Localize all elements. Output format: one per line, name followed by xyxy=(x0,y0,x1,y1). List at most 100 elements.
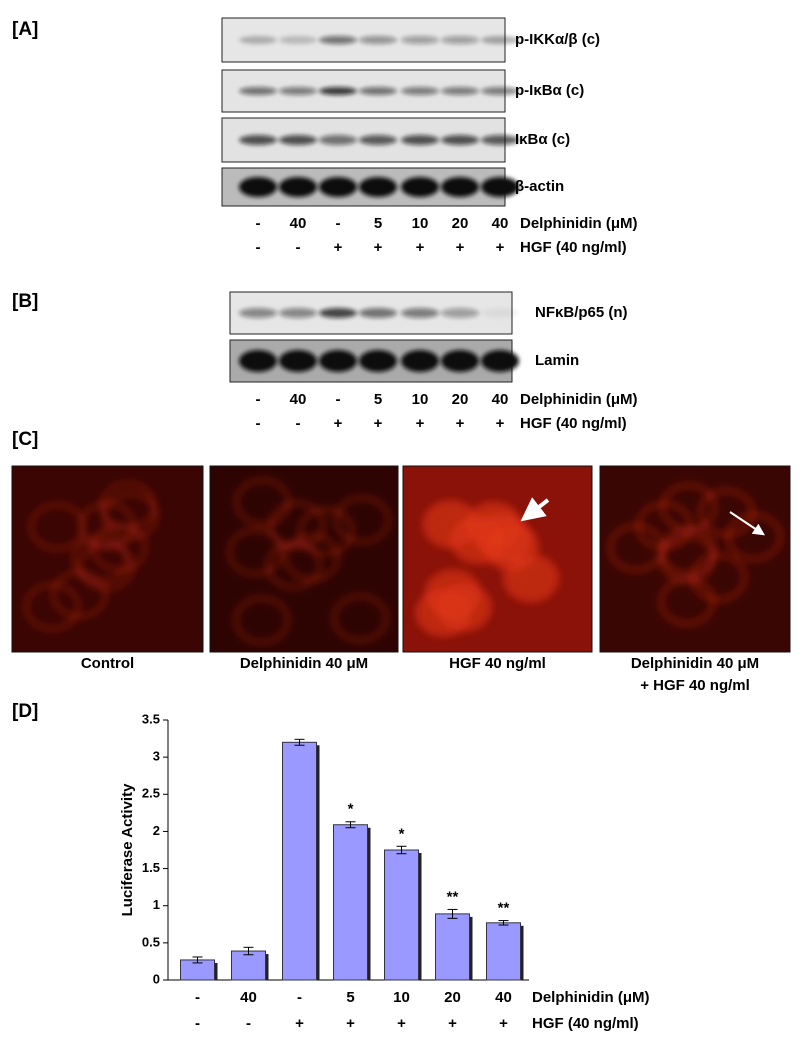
band xyxy=(319,36,357,44)
band xyxy=(359,36,397,44)
treatment: 40 xyxy=(492,215,509,232)
band xyxy=(279,308,317,318)
cell xyxy=(426,504,475,545)
bands xyxy=(239,135,519,145)
cell xyxy=(24,583,80,631)
treatment: + xyxy=(416,239,425,256)
band xyxy=(481,308,519,318)
caption: HGF 40 ng/ml xyxy=(449,655,546,672)
treatment: - xyxy=(256,239,261,256)
caption: Delphinidin 40 μM xyxy=(240,655,368,672)
blot-label: NFκB/p65 (n) xyxy=(535,304,628,321)
band xyxy=(401,308,439,318)
row-label: Delphinidin (μM) xyxy=(532,989,650,1006)
treatment: - xyxy=(336,391,341,408)
cell xyxy=(439,587,488,628)
cell xyxy=(726,513,782,561)
row-label: HGF (40 ng/ml) xyxy=(520,415,627,432)
caption: + HGF 40 ng/ml xyxy=(640,677,750,694)
band xyxy=(359,87,397,95)
y-tick-label: 1 xyxy=(153,897,160,912)
band xyxy=(401,36,439,44)
cell xyxy=(636,502,692,550)
band xyxy=(481,350,519,372)
bar xyxy=(435,913,470,981)
band xyxy=(401,87,439,95)
error-bar xyxy=(396,845,407,855)
band xyxy=(319,135,357,145)
treatment: + xyxy=(496,415,505,432)
x-tick-label: 40 xyxy=(240,989,257,1006)
cell xyxy=(699,489,755,537)
treatment: - xyxy=(256,215,261,232)
blot-label: Lamin xyxy=(535,352,579,369)
treatment: + xyxy=(374,239,383,256)
band xyxy=(481,177,519,197)
cell xyxy=(234,596,290,644)
band xyxy=(319,308,357,318)
band xyxy=(359,308,397,318)
x-tick-label: + xyxy=(397,1015,406,1032)
band xyxy=(239,36,277,44)
error-bar xyxy=(294,738,305,746)
treatment: + xyxy=(496,239,505,256)
band xyxy=(239,135,277,145)
bands xyxy=(239,177,519,197)
band xyxy=(441,36,479,44)
band xyxy=(441,308,479,318)
blot-label: β-actin xyxy=(515,178,564,195)
y-tick-label: 3 xyxy=(153,749,160,764)
bar xyxy=(384,849,419,981)
y-tick-label: 0 xyxy=(153,971,160,986)
row-label: HGF (40 ng/ml) xyxy=(532,1015,639,1032)
caption: Delphinidin 40 μM xyxy=(631,655,759,672)
row-label: Delphinidin (μM) xyxy=(520,391,638,408)
treatment: 10 xyxy=(412,215,429,232)
row-label: HGF (40 ng/ml) xyxy=(520,239,627,256)
band xyxy=(359,350,397,372)
cell xyxy=(334,496,390,544)
treatment: 40 xyxy=(290,391,307,408)
band xyxy=(279,135,317,145)
band xyxy=(239,350,277,372)
band xyxy=(441,350,479,372)
bands xyxy=(239,350,519,372)
bands xyxy=(239,36,519,44)
blot-label: p-IKKα/β (c) xyxy=(515,31,600,48)
bar xyxy=(333,824,368,981)
x-tick-label: 5 xyxy=(346,989,354,1006)
band xyxy=(441,177,479,197)
caption: Control xyxy=(81,655,134,672)
x-tick-label: 10 xyxy=(393,989,410,1006)
treatment: - xyxy=(256,415,261,432)
cell xyxy=(29,503,85,551)
y-axis-label: Luciferase Activity xyxy=(119,783,136,916)
band xyxy=(279,177,317,197)
cells xyxy=(608,483,782,626)
arrow xyxy=(520,497,550,522)
panel-label: [D] xyxy=(12,701,38,722)
panel-label: [B] xyxy=(12,291,38,312)
treatment: 20 xyxy=(452,391,469,408)
x-tick-label: - xyxy=(246,1015,251,1032)
cell xyxy=(269,501,325,549)
band xyxy=(279,36,317,44)
band xyxy=(319,87,357,95)
row-label: Delphinidin (μM) xyxy=(520,215,638,232)
significance: * xyxy=(399,825,405,842)
treatment: 5 xyxy=(374,391,382,408)
cell xyxy=(298,507,354,555)
band xyxy=(481,87,519,95)
band xyxy=(359,135,397,145)
band xyxy=(481,135,519,145)
band xyxy=(359,177,397,197)
y-tick-label: 1.5 xyxy=(142,860,160,875)
x-tick-label: + xyxy=(499,1015,508,1032)
arrow xyxy=(729,511,765,536)
cell xyxy=(503,554,559,602)
treatment: + xyxy=(374,415,383,432)
blot-label: p-IκBα (c) xyxy=(515,82,584,99)
bar xyxy=(231,950,266,981)
treatment: + xyxy=(334,239,343,256)
